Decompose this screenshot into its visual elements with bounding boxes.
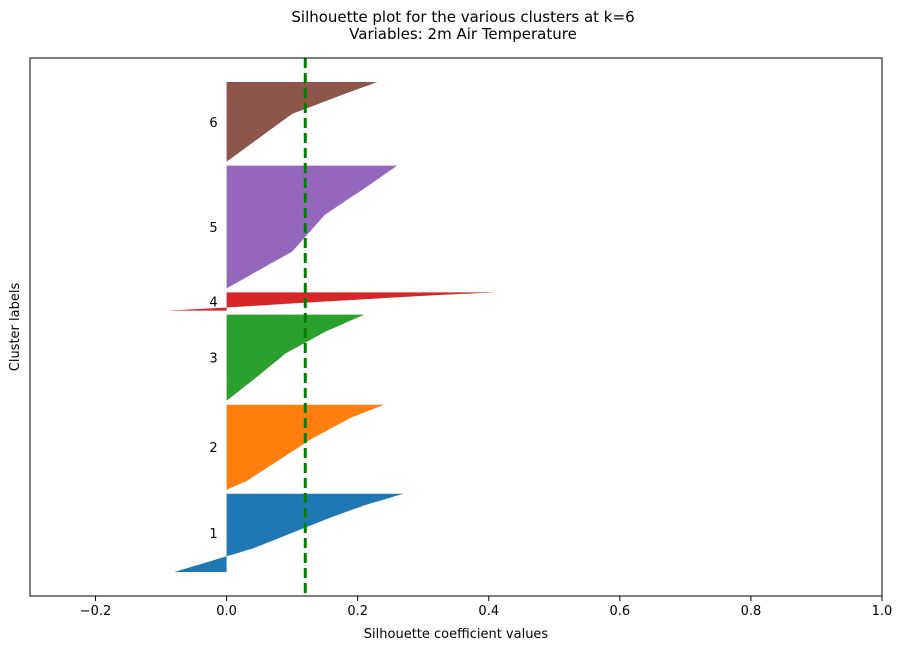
plot-frame (29, 57, 883, 597)
cluster-1-silhouette (174, 493, 404, 572)
cluster-label-5: 5 (209, 221, 217, 236)
y-axis-label: Cluster labels (8, 283, 23, 372)
x-axis-ticks: −0.2 0.0 0.2 0.4 0.6 0.8 1.0 (80, 596, 893, 619)
cluster-label-4: 4 (209, 296, 217, 311)
x-axis-label: Silhouette coefficient values (364, 627, 549, 642)
chart-title: Silhouette plot for the various clusters… (291, 8, 634, 26)
x-tick-label: −0.2 (80, 604, 112, 619)
x-tick-label: 1.0 (872, 604, 893, 619)
chart-subtitle: Variables: 2m Air Temperature (349, 25, 577, 43)
cluster-3-silhouette (226, 314, 365, 401)
x-tick-label: 0.6 (610, 604, 631, 619)
cluster-label-3: 3 (209, 352, 217, 367)
cluster-bars-layer (167, 82, 496, 572)
x-tick-label: 0.2 (347, 604, 368, 619)
x-tick-label: 0.8 (741, 604, 762, 619)
cluster-label-1: 1 (209, 527, 217, 542)
x-tick-label: 0.0 (216, 604, 237, 619)
cluster-labels-layer: 1 2 3 4 5 6 (209, 116, 217, 542)
cluster-label-2: 2 (209, 441, 217, 456)
cluster-2-silhouette (226, 404, 384, 490)
x-tick-label: 0.4 (478, 604, 499, 619)
cluster-6-silhouette (226, 82, 378, 162)
cluster-4-silhouette (167, 292, 496, 311)
cluster-5-silhouette (226, 165, 397, 289)
cluster-label-6: 6 (209, 116, 217, 131)
